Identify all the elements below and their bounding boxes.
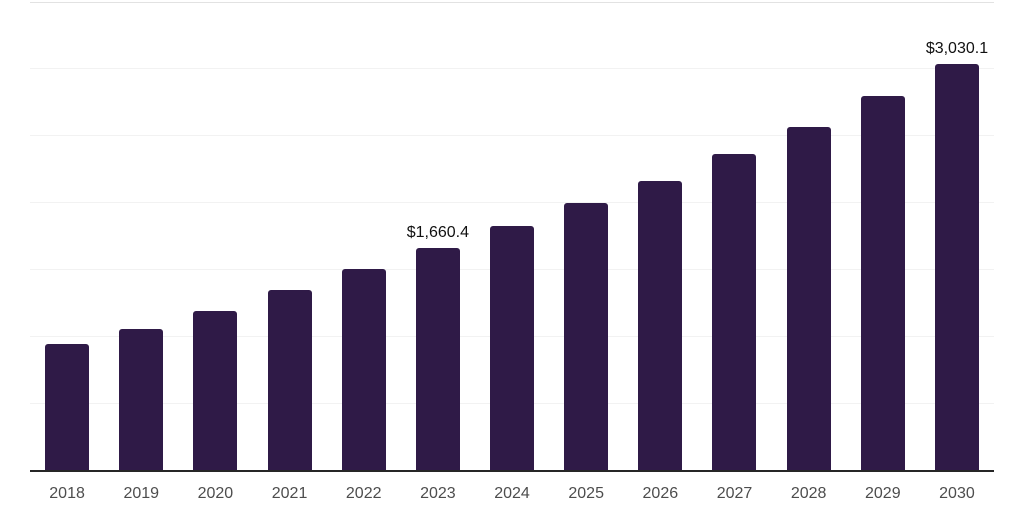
data-label-2030: $3,030.1 [925, 40, 989, 58]
x-tick-label-2022: 2022 [345, 485, 382, 502]
x-tick-label-2028: 2028 [790, 485, 827, 502]
bar-2020 [193, 310, 238, 470]
bar-slot [327, 0, 401, 470]
bars-container: $1,660.4 $3,030.1 [30, 0, 994, 470]
bar-slot [475, 0, 549, 470]
x-tick-label-2027: 2027 [716, 485, 753, 502]
bar-2025 [564, 202, 609, 470]
x-tick-label-2021: 2021 [271, 485, 308, 502]
bar-slot [549, 0, 623, 470]
bar-slot [772, 0, 846, 470]
bar-slot [846, 0, 920, 470]
gridline [30, 68, 994, 70]
x-tick-label-2019: 2019 [123, 485, 160, 502]
x-tick-label-2030: 2030 [939, 485, 975, 502]
bar-2028 [786, 126, 831, 470]
x-tick-label-2023: 2023 [420, 485, 456, 502]
bar-2024 [490, 226, 535, 470]
x-tick-label-2018: 2018 [49, 485, 85, 502]
x-tick-label-2026: 2026 [642, 485, 679, 502]
bar-slot [252, 0, 326, 470]
bar-slot: $1,660.4 [401, 0, 475, 470]
bar-2022 [341, 269, 386, 470]
bar-2026 [638, 180, 683, 470]
bar-2029 [860, 95, 905, 470]
bar-slot [178, 0, 252, 470]
gridline [30, 135, 994, 137]
x-tick-label-2029: 2029 [865, 485, 901, 502]
x-axis-line [30, 470, 994, 472]
bar-2021 [267, 289, 312, 470]
x-tick-label-2020: 2020 [197, 485, 234, 502]
gridline [30, 202, 994, 204]
x-tick-label-2024: 2024 [494, 485, 530, 502]
x-tick-label-2025: 2025 [568, 485, 604, 502]
bar-slot [104, 0, 178, 470]
x-axis-labels: 2018 2019 2020 2021 2022 2023 2024 2025 2026 2027… [30, 484, 994, 503]
bar-2018 [45, 344, 90, 470]
bar-slot [30, 0, 104, 470]
plot-area: $1,660.4 $3,030.1 [30, 0, 994, 472]
bar-slot: $3,030.1 [920, 0, 994, 470]
data-label-2023: $1,660.4 [406, 223, 469, 241]
bar-2019 [119, 329, 164, 470]
gridline [30, 1, 994, 3]
bar-2027 [712, 154, 757, 470]
bar-slot [697, 0, 771, 470]
bar-2030 [934, 64, 979, 470]
bar-2023 [415, 247, 460, 470]
bar-slot [623, 0, 697, 470]
